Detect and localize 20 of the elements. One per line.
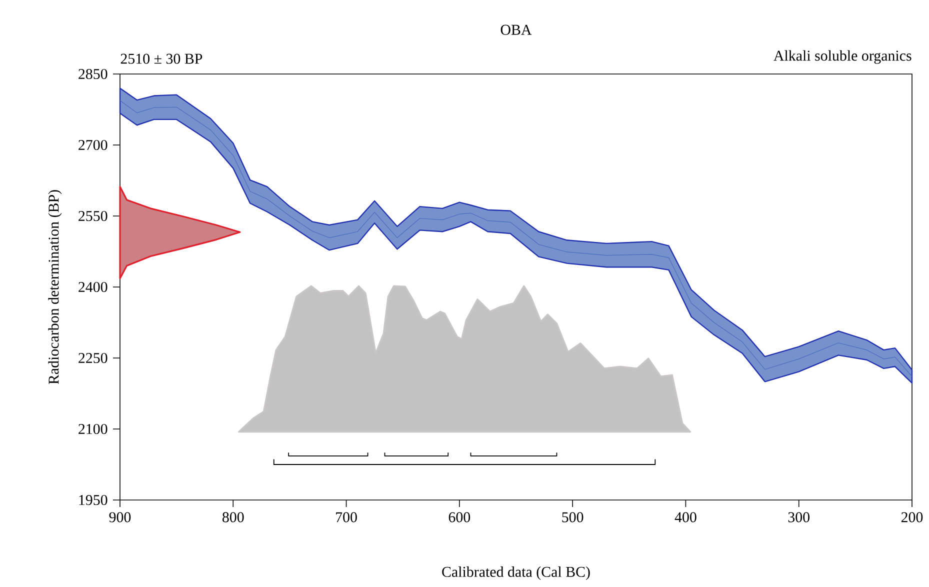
x-tick-label: 900 [109, 512, 131, 522]
y-tick-label: 2550 [78, 210, 108, 222]
x-axis-title: Calibrated data (Cal BC) [442, 566, 590, 580]
text: 2510 ± 30 BP [120, 54, 202, 64]
y-tick-label: 2700 [78, 140, 108, 150]
y-tick-label: 2400 [78, 282, 108, 292]
chart-title: OBA [500, 24, 532, 35]
x-tick-label: 700 [336, 512, 357, 522]
x-tick-label: 500 [562, 512, 584, 522]
x-tick-label: 200 [901, 512, 923, 522]
y-tick-label: 2100 [78, 424, 108, 434]
y-axis-title: Radiocarbon determination (BP) [48, 190, 62, 384]
x-tick-label: 300 [788, 512, 810, 522]
y-tick-label: 2850 [78, 68, 108, 80]
x-tick-label: 800 [222, 512, 244, 522]
x-tick-label: 600 [448, 512, 470, 522]
text: Alkali soluble organics [774, 50, 912, 64]
x-tick-label: 400 [674, 512, 696, 522]
y-tick-label: 1950 [79, 494, 108, 506]
y-tick-label: 2250 [78, 352, 108, 364]
